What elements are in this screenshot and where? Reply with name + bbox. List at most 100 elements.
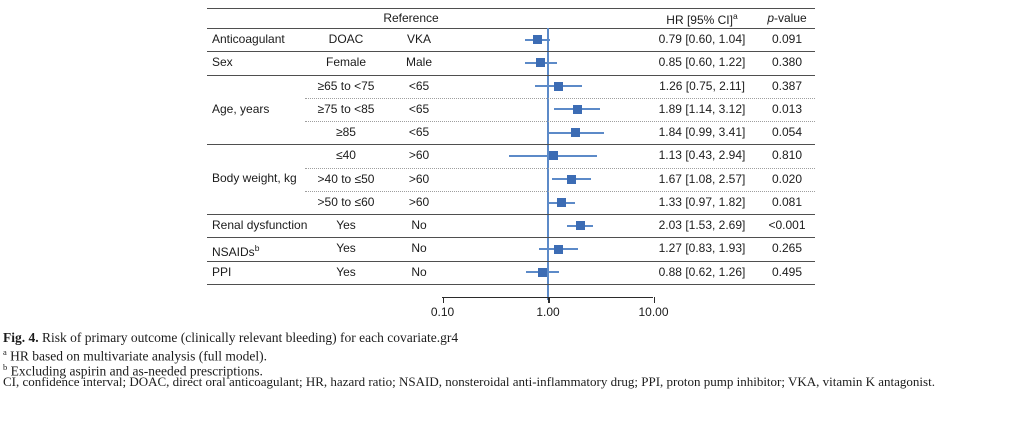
hr-marker xyxy=(572,104,582,114)
hr-marker xyxy=(575,221,585,231)
group-label: Body weight, kg xyxy=(212,171,297,186)
hr-header-label: HR [95% CI] xyxy=(666,13,733,27)
level-cell: >40 to ≤50 xyxy=(317,171,375,186)
axis-tick-label: 1.00 xyxy=(536,305,560,319)
footnote-b: b Excluding aspirin and as-needed prescr… xyxy=(3,360,1021,379)
row-separator-solid xyxy=(207,283,815,285)
p-value-cell: 0.265 xyxy=(771,241,803,256)
hr-ci-cell: 0.85 [0.60, 1.22] xyxy=(658,55,746,70)
hr-marker xyxy=(554,81,564,91)
axis-line xyxy=(442,297,653,298)
p-value-column-header: p-value xyxy=(767,11,806,25)
row-separator-solid xyxy=(207,144,815,146)
reference-cell: >60 xyxy=(408,171,430,186)
reference-cell: VKA xyxy=(406,32,432,46)
table-top-border xyxy=(207,8,815,9)
row-label: NSAIDsb xyxy=(212,243,260,260)
footnote-b-marker: b xyxy=(3,362,8,372)
hr-ci-cell: 1.26 [0.75, 2.11] xyxy=(659,78,745,93)
reference-cell: No xyxy=(411,218,427,233)
figure-caption-text: Risk of primary outcome (clinically rele… xyxy=(38,330,459,345)
figure-caption-label: Fig. 4. xyxy=(3,330,39,345)
axis-tick-label: 10.00 xyxy=(638,305,669,319)
hr-marker xyxy=(537,267,547,277)
row-separator-solid xyxy=(207,214,815,216)
hr-ci-cell: 1.84 [0.99, 3.41] xyxy=(658,125,746,140)
hr-ci-cell: 0.88 [0.62, 1.26] xyxy=(658,264,746,279)
level-cell: DOAC xyxy=(328,32,364,46)
p-value-cell: 0.810 xyxy=(771,148,803,163)
abbreviations-text: CI, confidence interval; DOAC, direct or… xyxy=(3,374,935,389)
p-value-cell: 0.495 xyxy=(771,264,803,279)
level-cell: ≥75 to <85 xyxy=(317,101,375,116)
hr-column-header: HR [95% CI]a xyxy=(666,11,737,27)
row-separator-solid xyxy=(207,260,815,262)
table-header-border xyxy=(207,28,815,29)
row-label: Anticoagulant xyxy=(212,32,285,46)
p-value-cell: 0.020 xyxy=(771,171,803,186)
level-cell: ≥85 xyxy=(336,125,356,140)
p-value-cell: <0.001 xyxy=(768,218,806,233)
axis-tick xyxy=(653,297,655,303)
hr-marker xyxy=(554,244,564,254)
p-value-cell: 0.013 xyxy=(771,101,803,116)
hr-header-superscript: a xyxy=(732,11,738,21)
reference-cell: >60 xyxy=(408,194,430,209)
row-label: Renal dysfunction xyxy=(212,218,308,233)
footnote-a-marker: a xyxy=(3,347,7,357)
row-separator-dotted xyxy=(305,190,815,192)
row-separator-solid xyxy=(207,51,815,53)
p-value-cell: 0.387 xyxy=(771,78,803,93)
hr-ci-cell: 1.67 [1.08, 2.57] xyxy=(658,171,746,186)
footnote-a: a HR based on multivariate analysis (ful… xyxy=(3,345,1021,364)
reference-header-label: Reference xyxy=(383,11,439,25)
footnote-a-text: HR based on multivariate analysis (full … xyxy=(6,348,267,364)
reference-line xyxy=(547,28,549,300)
hr-ci-cell: 2.03 [1.53, 2.69] xyxy=(658,218,746,233)
reference-column-header: Reference xyxy=(383,11,438,25)
hr-ci-cell: 1.33 [0.97, 1.82] xyxy=(658,194,746,209)
row-label-superscript: b xyxy=(254,243,260,254)
axis-tick xyxy=(548,297,550,303)
level-cell: ≥65 to <75 xyxy=(317,78,375,93)
reference-cell: No xyxy=(411,264,427,279)
hr-ci-cell: 0.79 [0.60, 1.04] xyxy=(658,32,746,46)
level-cell: Female xyxy=(325,55,367,70)
p-value-cell: 0.380 xyxy=(771,55,803,70)
reference-cell: Male xyxy=(405,55,433,70)
hr-marker xyxy=(536,58,546,68)
row-label: PPI xyxy=(212,264,232,279)
p-value-cell: 0.091 xyxy=(771,32,803,46)
footnote-b-text: Excluding aspirin and as-needed prescrip… xyxy=(7,363,263,379)
row-separator-dotted xyxy=(305,167,815,169)
hr-ci-cell: 1.13 [0.43, 2.94] xyxy=(658,148,746,163)
reference-cell: <65 xyxy=(408,101,430,116)
p-header-italic: p xyxy=(767,11,774,25)
hr-marker xyxy=(571,128,581,138)
hr-ci-cell: 1.89 [1.14, 3.12] xyxy=(658,101,746,116)
row-separator-dotted xyxy=(305,121,815,123)
hr-marker xyxy=(556,198,566,208)
hr-marker xyxy=(532,35,542,45)
p-value-cell: 0.081 xyxy=(771,194,803,209)
row-separator-dotted xyxy=(305,97,815,99)
level-cell: >50 to ≤60 xyxy=(317,194,375,209)
level-cell: Yes xyxy=(336,218,356,233)
p-value-cell: 0.054 xyxy=(771,125,803,140)
level-cell: Yes xyxy=(336,241,356,256)
reference-cell: >60 xyxy=(408,148,430,163)
row-label: Sex xyxy=(212,55,233,70)
axis-tick-label: 0.10 xyxy=(430,305,455,319)
hr-ci-cell: 1.27 [0.83, 1.93] xyxy=(658,241,746,256)
row-separator-solid xyxy=(207,74,815,76)
axis-tick xyxy=(442,297,444,303)
row-separator-solid xyxy=(207,237,815,239)
hr-marker xyxy=(566,174,576,184)
figure-caption: Fig. 4. Risk of primary outcome (clinica… xyxy=(3,330,1021,345)
reference-cell: <65 xyxy=(408,125,430,140)
hr-marker xyxy=(549,151,559,161)
level-cell: Yes xyxy=(336,264,356,279)
level-cell: ≤40 xyxy=(336,148,356,163)
reference-cell: <65 xyxy=(408,78,430,93)
